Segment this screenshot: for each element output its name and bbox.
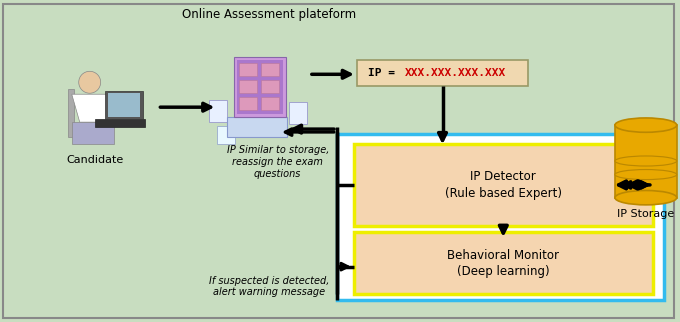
Text: Online Assessment plateform: Online Assessment plateform [182,8,356,21]
Text: IP Storage: IP Storage [617,209,675,219]
FancyBboxPatch shape [239,80,257,93]
FancyBboxPatch shape [72,122,114,144]
FancyBboxPatch shape [357,60,528,86]
FancyBboxPatch shape [95,119,145,127]
Text: XXX.XXX.XXX.XXX: XXX.XXX.XXX.XXX [405,68,506,78]
Text: Candidate: Candidate [66,155,123,165]
Text: Behavioral Monitor: Behavioral Monitor [447,249,560,262]
Ellipse shape [615,191,677,205]
FancyBboxPatch shape [261,97,279,110]
Text: IP Similar to storage,
reassign the exam
questions: IP Similar to storage, reassign the exam… [226,146,329,179]
FancyBboxPatch shape [239,63,257,76]
FancyBboxPatch shape [218,126,235,144]
FancyBboxPatch shape [261,63,279,76]
FancyBboxPatch shape [3,4,674,318]
FancyBboxPatch shape [209,100,227,122]
FancyBboxPatch shape [234,57,286,117]
FancyBboxPatch shape [354,232,653,294]
FancyBboxPatch shape [337,134,664,299]
FancyBboxPatch shape [261,80,279,93]
Ellipse shape [615,118,677,132]
Ellipse shape [615,156,677,166]
Ellipse shape [615,169,677,180]
FancyBboxPatch shape [227,117,287,137]
FancyBboxPatch shape [237,60,283,114]
Polygon shape [72,94,118,122]
Text: (Deep learning): (Deep learning) [457,265,549,278]
FancyBboxPatch shape [354,144,653,226]
Text: (Rule based Expert): (Rule based Expert) [445,187,562,200]
FancyBboxPatch shape [105,91,143,119]
FancyBboxPatch shape [68,89,73,137]
FancyBboxPatch shape [239,97,257,110]
Bar [615,125,677,198]
Text: IP Detector: IP Detector [471,170,536,184]
Text: IP =: IP = [368,68,402,78]
Ellipse shape [79,71,101,93]
FancyBboxPatch shape [289,102,307,124]
Text: If suspected is detected,
alert warning message: If suspected is detected, alert warning … [209,276,329,298]
FancyBboxPatch shape [107,93,139,117]
